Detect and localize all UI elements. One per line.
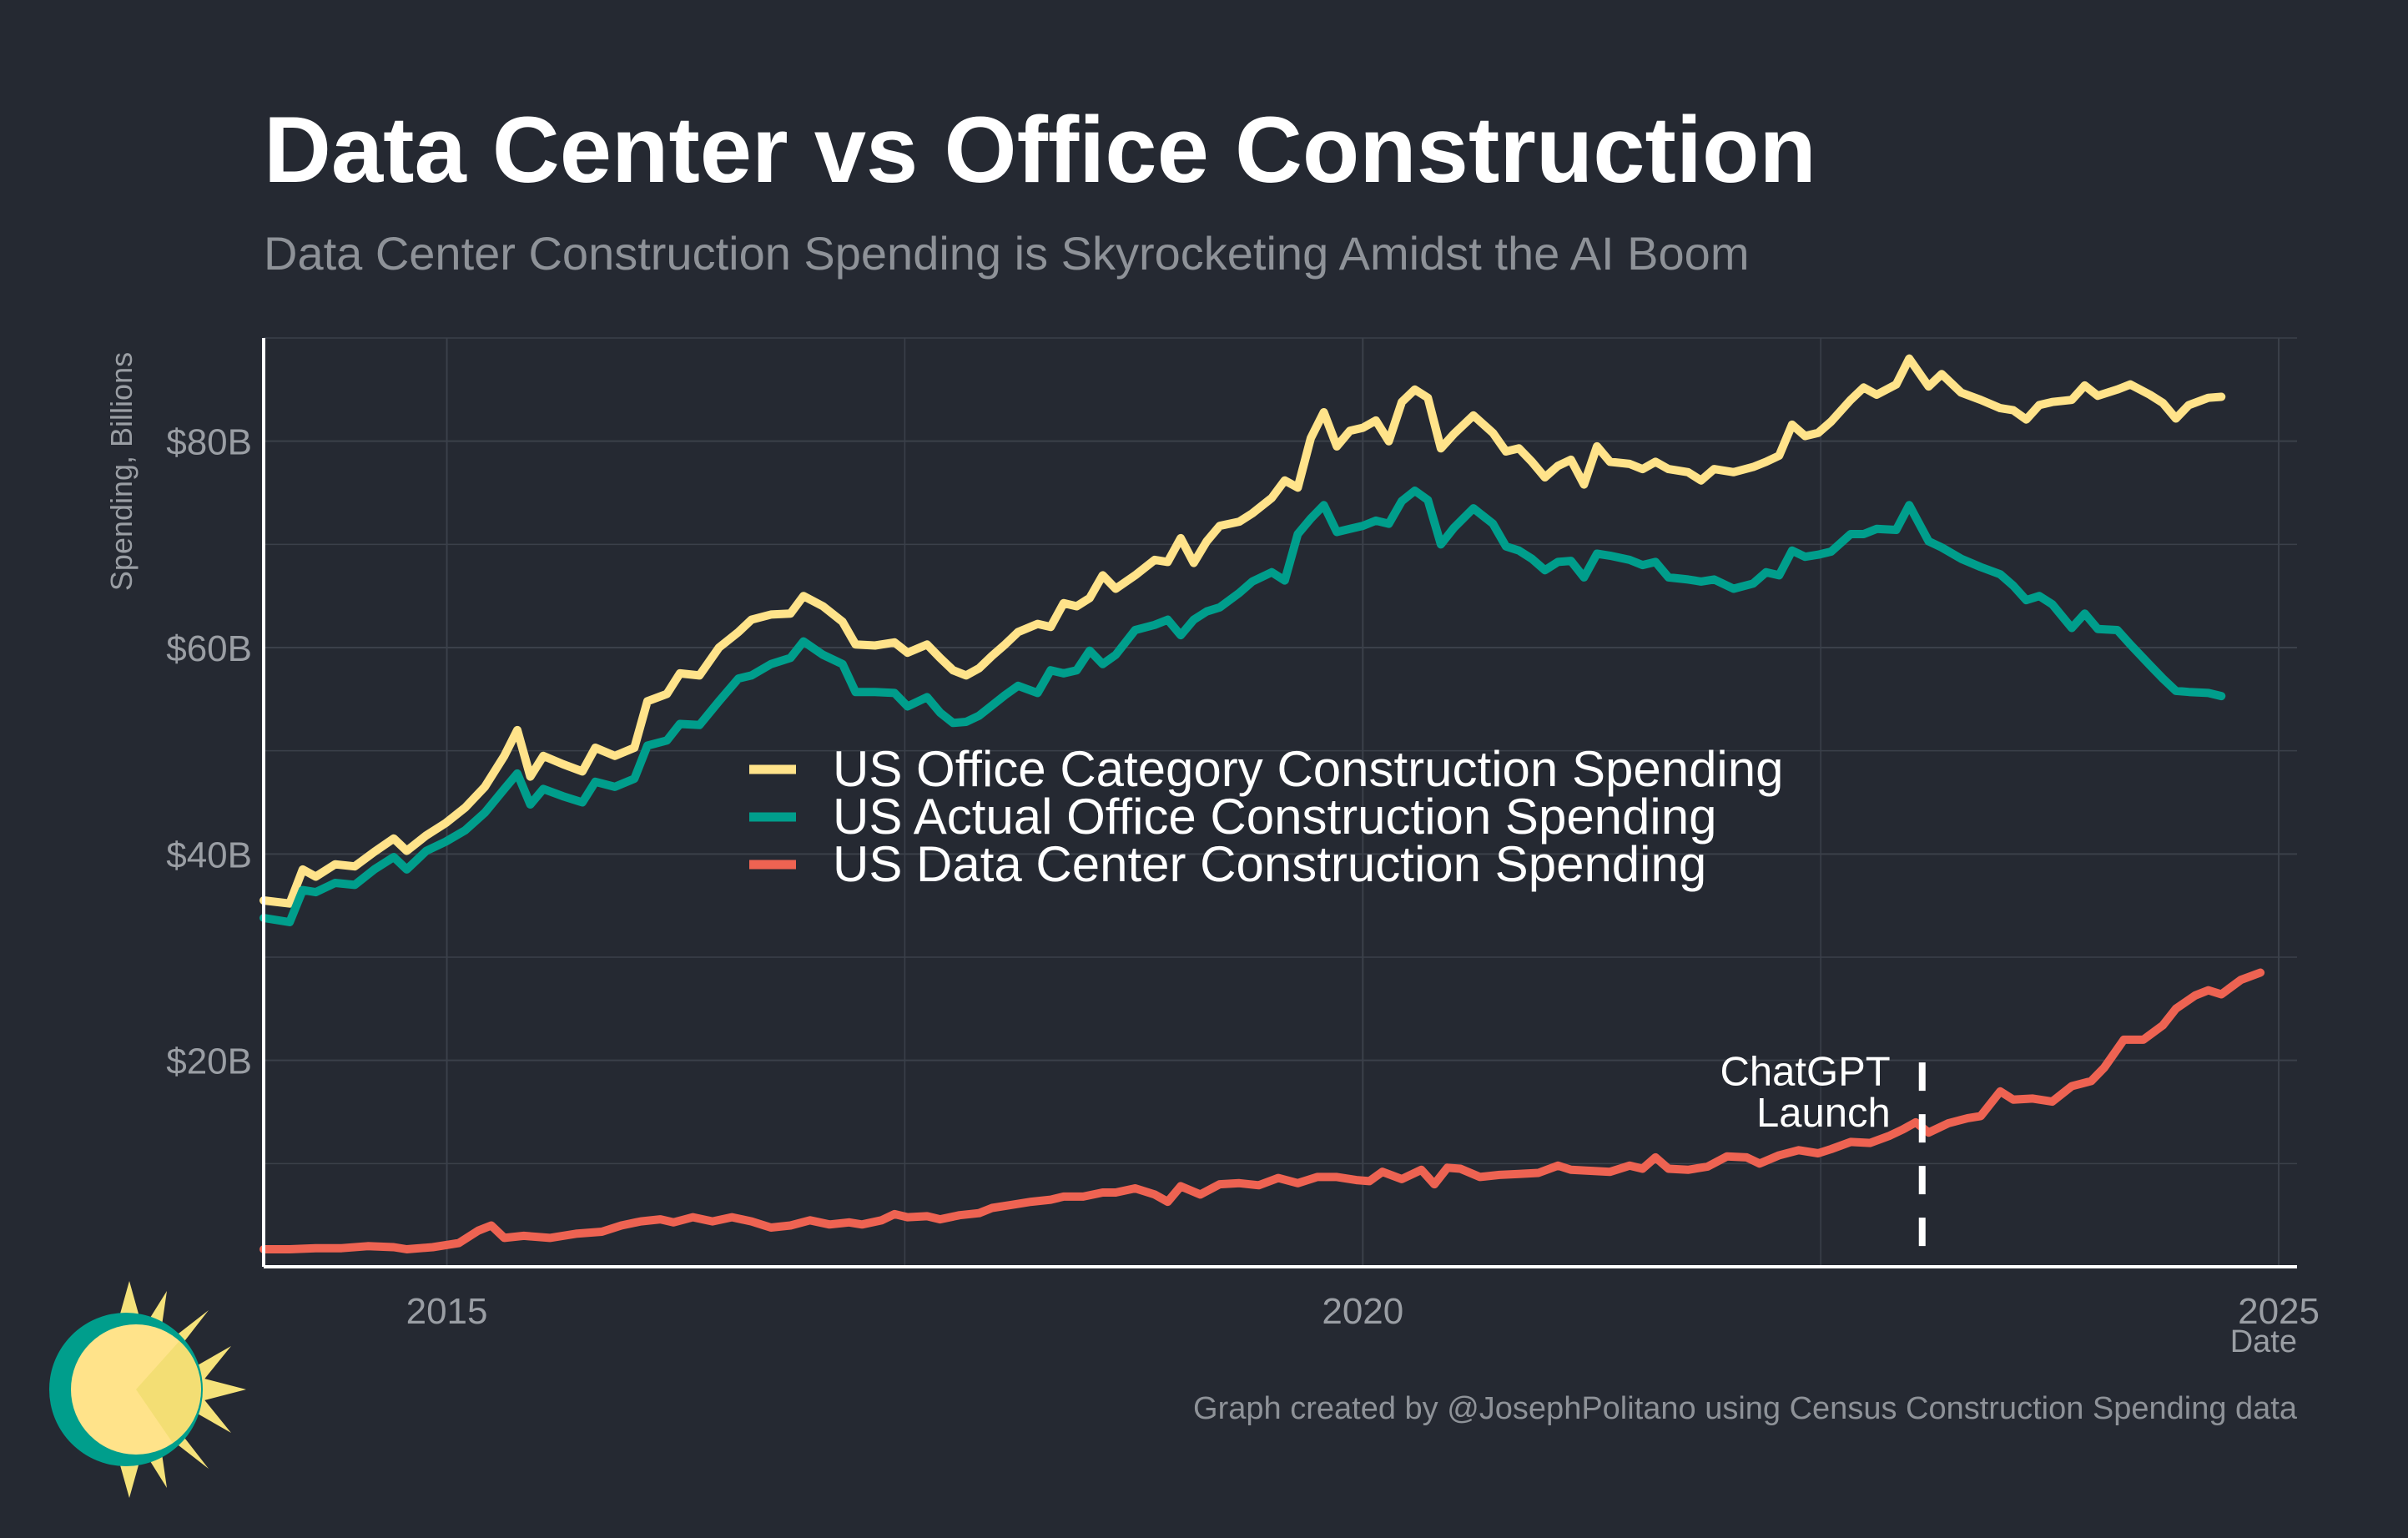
chart-subtitle: Data Center Construction Spending is Sky…: [264, 227, 1749, 280]
legend-label: US Actual Office Construction Spending: [833, 789, 1717, 845]
x-axis-title: Date: [2230, 1324, 2297, 1359]
x-tick-label: 2020: [1322, 1291, 1403, 1332]
source-caption: Graph created by @JosephPolitano using C…: [1193, 1391, 2298, 1426]
series-lines: [259, 354, 2265, 1253]
y-tick-label: $40B: [166, 835, 252, 875]
series-line-3: [259, 968, 2265, 1253]
y-tick-label: $60B: [166, 628, 252, 669]
series-line-2: [259, 487, 2226, 926]
x-tick-label: 2025: [2238, 1291, 2320, 1332]
y-tick-label: $20B: [166, 1041, 252, 1082]
y-tick-label: $80B: [166, 422, 252, 463]
legend-label: US Data Center Construction Spending: [833, 836, 1706, 892]
axes: [262, 338, 2297, 1268]
x-tick-label: 2015: [406, 1291, 488, 1332]
grid: [264, 337, 2297, 1267]
chatgpt-label-line2: Launch: [1756, 1091, 1891, 1136]
legend-label: US Office Category Construction Spending: [833, 741, 1784, 797]
series-line-1: [259, 354, 2226, 908]
chart-title: Data Center vs Office Construction: [264, 98, 1816, 202]
chatgpt-label-line1: ChatGPT: [1720, 1049, 1891, 1094]
y-axis-title: Spending, Billions: [104, 352, 139, 591]
sun-logo-icon: [49, 1281, 246, 1498]
chatgpt-annotation: ChatGPT Launch: [1720, 1049, 1926, 1267]
tick-labels: $20B $40B $60B $80B 2015 2020 2025: [166, 422, 2320, 1332]
legend: US Office Category Construction Spending…: [749, 741, 1784, 892]
